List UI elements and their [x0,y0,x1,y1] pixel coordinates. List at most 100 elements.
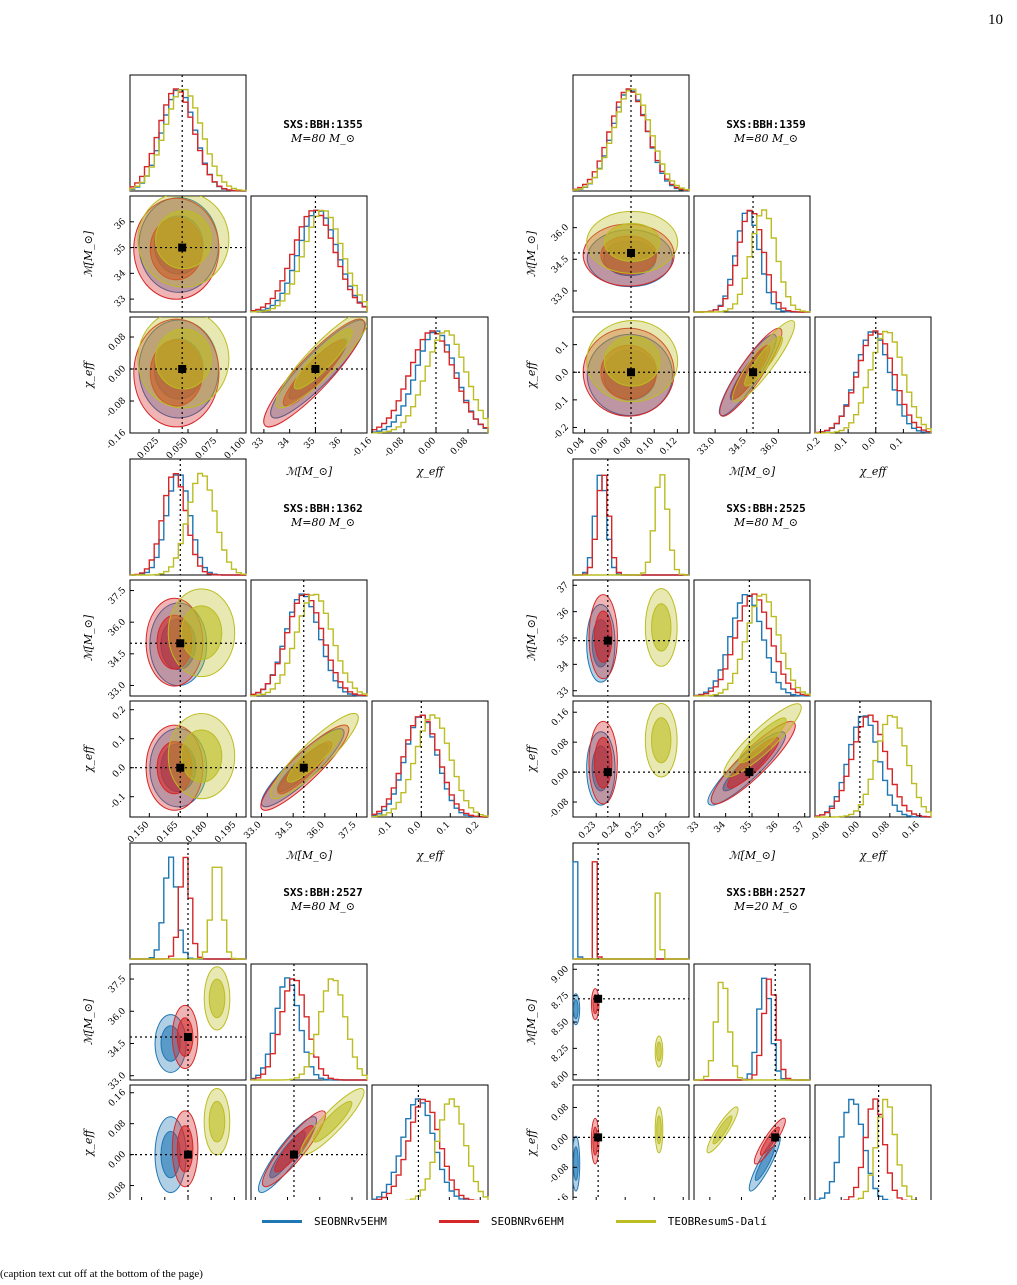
contour-teobresums-dalí [712,1115,733,1145]
panel-contours [573,1085,689,1200]
y-tick-label: 0.0 [111,763,128,780]
x-tick-label: 0.16 [901,820,922,841]
total-mass-label: M=20 M_⊙ [733,900,798,913]
y-tick-label: 8.75 [550,990,571,1011]
y-axis-label: χ_eff [525,744,538,774]
y-axis-label: ℳ[M_⊙] [525,614,538,661]
x-tick-label: 0.100 [223,436,248,461]
y-tick-label: 33 [113,294,128,309]
x-tick-label: 37 [792,820,807,835]
panel-contours [130,580,246,696]
y-tick-label: 8.00 [550,1070,571,1091]
histogram-teobresums-dalí [371,330,489,434]
panel-contours [694,317,810,433]
x-tick-label: 37.5 [337,820,358,841]
y-tick-label: 36 [556,606,571,621]
x-tick-label: 0.06 [589,436,610,457]
contour-seobnrv6ehm [594,610,613,663]
histogram-teobresums-dalí [694,593,811,697]
y-tick-label: -0.2 [552,423,571,442]
contour-seobnrv5ehm [573,1146,579,1181]
contour-teobresums-dalí [603,222,661,262]
x-tick-label: 0.025 [136,436,161,461]
x-tick-label: 35 [302,436,317,451]
truth-marker [178,243,187,252]
x-tick-label: -0.16 [351,436,375,460]
y-axis-label: χ_eff [525,360,538,390]
histogram-seobnrv6ehm [694,209,810,313]
hist-frame-1 [250,195,368,313]
contour-teobresums-dalí [208,978,226,1019]
contour-teobresums-dalí [651,717,672,764]
contour-teobresums-dalí [312,1100,353,1143]
x-tick-label: 0.165 [155,820,180,845]
simulation-id: SXS:BBH:2527 [726,886,805,899]
corner-plot-2: 0.040.060.080.100.12e_gw33.034.536.0ℳ[M_… [525,74,932,478]
corner-plot-5: 0.3200.3280.3360.3440.352e_gw33.034.536.… [82,842,489,1200]
contour-seobnrv6ehm [274,1125,314,1173]
contour-teobresums-dalí [738,717,787,764]
legend-item-seobnrv5ehm: SEOBNRv5EHM [262,1215,387,1228]
contour-teobresums-dalí [603,335,661,387]
y-tick-label: 0.08 [107,1119,128,1140]
panel-contours [694,701,810,817]
y-axis-label: ℳ[M_⊙] [82,998,95,1045]
x-tick-label: 0.08 [871,820,892,841]
histogram-teobresums-dalí [251,978,368,1081]
corner-plots-figure: 0.0250.0500.0750.100e_gw33343536ℳ[M_⊙]-0… [82,74,932,1200]
histogram-seobnrv6ehm [129,88,247,192]
histogram-teobresums-dalí [853,1098,918,1200]
y-tick-label: 33.0 [550,286,571,307]
panel-contours [251,317,367,433]
y-axis-label: ℳ[M_⊙] [525,230,538,277]
y-tick-label: 36.0 [550,222,571,243]
y-tick-label: 0.00 [107,364,128,385]
legend-line-teobresums-dali [615,1220,656,1223]
histogram-teobresums-dalí [573,892,689,960]
truth-marker [749,368,758,377]
x-tick-label: 0.150 [126,820,151,845]
y-axis-label: ℳ[M_⊙] [82,230,95,277]
truth-marker [603,768,612,777]
x-tick-label: 33 [251,436,266,451]
x-tick-label: 0.075 [194,436,219,461]
y-tick-label: 0.00 [550,1132,571,1153]
legend: SEOBNRv5EHM SEOBNRv6EHM TEOBResumS-Dalí [262,1215,819,1228]
total-mass-label: M=80 M_⊙ [733,132,798,145]
x-tick-label: 33.0 [242,820,263,841]
histogram-teobresums-dalí [694,209,811,313]
truth-marker [311,365,320,373]
contour-teobresums-dalí [180,729,223,783]
y-tick-label: 36.0 [107,1006,128,1027]
x-tick-label: 0.1 [435,820,452,837]
x-tick-label: 0.00 [417,436,438,457]
y-tick-label: 34.5 [107,649,128,670]
y-axis-label: χ_eff [525,1128,538,1158]
y-tick-label: 33.0 [107,1071,128,1092]
x-tick-label: 35 [739,820,754,835]
simulation-id: SXS:BBH:2527 [283,886,362,899]
corner-plot-1: 0.0250.0500.0750.100e_gw33343536ℳ[M_⊙]-0… [82,74,489,478]
x-axis-label: χ_eff [416,849,446,862]
contour-seobnrv6ehm [176,1125,194,1173]
contour-teobresums-dalí [180,605,223,661]
panel-frame [572,963,690,1081]
contour-teobresums-dalí [155,210,212,270]
x-axis-label: ℳ[M_⊙] [729,849,776,862]
truth-marker [745,768,754,777]
histogram-seobnrv6ehm [693,593,811,697]
panel-contours [694,1085,810,1200]
y-tick-label: 34.5 [550,254,571,275]
y-tick-label: 0.08 [107,332,128,353]
x-tick-label: 0.04 [565,436,586,457]
x-tick-label: 0.0 [406,820,423,837]
y-tick-label: 0.1 [111,734,128,751]
y-tick-label: 0.16 [107,1088,128,1109]
y-tick-label: 0.00 [550,767,571,788]
y-tick-label: 0.08 [550,1102,571,1123]
histogram-teobresums-dalí [130,866,246,960]
y-tick-label: 35 [556,633,571,648]
y-tick-label: -0.08 [105,1180,129,1200]
legend-line-seobnrv5ehm [262,1220,302,1223]
y-tick-label: 36.0 [107,617,128,638]
